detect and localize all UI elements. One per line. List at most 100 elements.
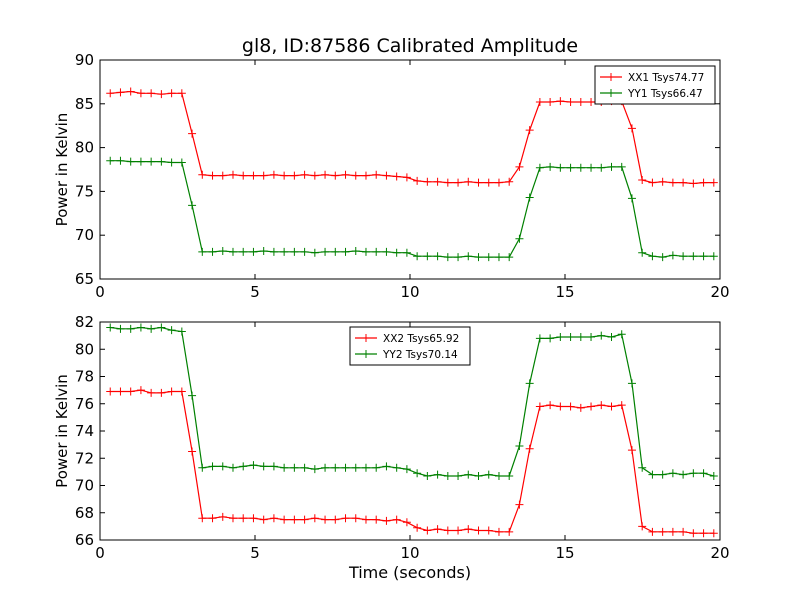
data-point — [546, 162, 555, 171]
data-point — [454, 471, 463, 480]
data-point — [423, 526, 432, 535]
y-tick-label: 74 — [75, 422, 94, 440]
data-point — [198, 247, 207, 256]
data-point — [218, 246, 227, 255]
data-point — [372, 170, 381, 179]
data-point — [505, 471, 514, 480]
data-point — [546, 401, 555, 410]
data-point — [638, 248, 647, 257]
data-point — [167, 89, 176, 98]
data-point — [331, 515, 340, 524]
data-point — [464, 470, 473, 479]
y-tick-label: 78 — [75, 368, 94, 386]
data-point — [464, 525, 473, 534]
data-point — [198, 514, 207, 523]
x-tick-label: 20 — [710, 283, 729, 301]
data-point — [689, 529, 698, 538]
data-point — [372, 463, 381, 472]
data-point — [454, 253, 463, 262]
data-point — [627, 379, 636, 388]
data-point — [576, 163, 585, 172]
x-axis-label: Time (seconds) — [348, 563, 471, 582]
data-point — [310, 514, 319, 523]
data-point — [310, 465, 319, 474]
data-point — [198, 170, 207, 179]
data-point — [188, 447, 197, 456]
data-point — [208, 514, 217, 523]
data-point — [259, 515, 268, 524]
data-point — [556, 97, 565, 106]
data-point — [116, 387, 125, 396]
data-point — [290, 247, 299, 256]
data-point — [484, 253, 493, 262]
data-point — [259, 171, 268, 180]
data-point — [249, 461, 258, 470]
data-point — [525, 444, 534, 453]
data-point — [249, 514, 258, 523]
data-point — [147, 388, 156, 397]
x-tick-label: 20 — [710, 544, 729, 562]
data-point — [648, 252, 657, 261]
data-point — [157, 388, 166, 397]
data-point — [341, 514, 350, 523]
data-point — [259, 246, 268, 255]
data-point — [413, 469, 422, 478]
subplots: 0 5 10 15 20 65 70 75 80 85 90 Power in Kelvin XX1 T… — [53, 51, 730, 562]
data-point — [116, 324, 125, 333]
data-point — [228, 514, 237, 523]
data-point — [341, 247, 350, 256]
data-point — [351, 514, 360, 523]
data-point — [280, 463, 289, 472]
data-point — [454, 178, 463, 187]
data-point — [239, 514, 248, 523]
data-point — [228, 463, 237, 472]
data-point — [464, 252, 473, 261]
data-point — [372, 247, 381, 256]
data-point — [177, 327, 186, 336]
data-point — [106, 387, 115, 396]
data-point — [607, 402, 616, 411]
y-tick-label: 85 — [75, 95, 94, 113]
data-point — [617, 330, 626, 339]
data-point — [208, 171, 217, 180]
data-point — [269, 462, 278, 471]
x-tick-label: 5 — [250, 544, 260, 562]
data-point — [587, 98, 596, 107]
data-point — [658, 177, 667, 186]
x-tick-label: 0 — [95, 544, 105, 562]
data-point — [290, 515, 299, 524]
data-point — [218, 171, 227, 180]
y-tick-label: 76 — [75, 395, 94, 413]
data-point — [269, 514, 278, 523]
y-tick-label: 82 — [75, 313, 94, 331]
data-point — [280, 247, 289, 256]
data-point — [413, 523, 422, 532]
data-point — [587, 332, 596, 341]
data-point — [638, 522, 647, 531]
data-point — [351, 246, 360, 255]
data-point — [300, 515, 309, 524]
data-point — [668, 251, 677, 260]
data-point — [423, 177, 432, 186]
data-point — [321, 463, 330, 472]
data-point — [402, 248, 411, 257]
legend-marker — [362, 334, 370, 342]
series-1-group — [106, 386, 718, 538]
data-point — [515, 441, 524, 450]
data-point — [177, 158, 186, 167]
data-point — [259, 462, 268, 471]
data-point — [474, 526, 483, 535]
data-point — [484, 526, 493, 535]
data-point — [699, 529, 708, 538]
legend-label: XX1 Tsys74.77 — [628, 72, 704, 84]
data-point — [679, 527, 688, 536]
y-tick-label: 80 — [75, 340, 94, 358]
data-point — [188, 129, 197, 138]
y-tick-label: 65 — [75, 270, 94, 288]
data-point — [300, 247, 309, 256]
subplot-1: 0 5 10 15 20 65 70 75 80 85 90 Power in Kelvin XX1 T… — [53, 51, 730, 301]
data-point — [668, 178, 677, 187]
x-tick-label: 5 — [250, 283, 260, 301]
data-point — [535, 334, 544, 343]
